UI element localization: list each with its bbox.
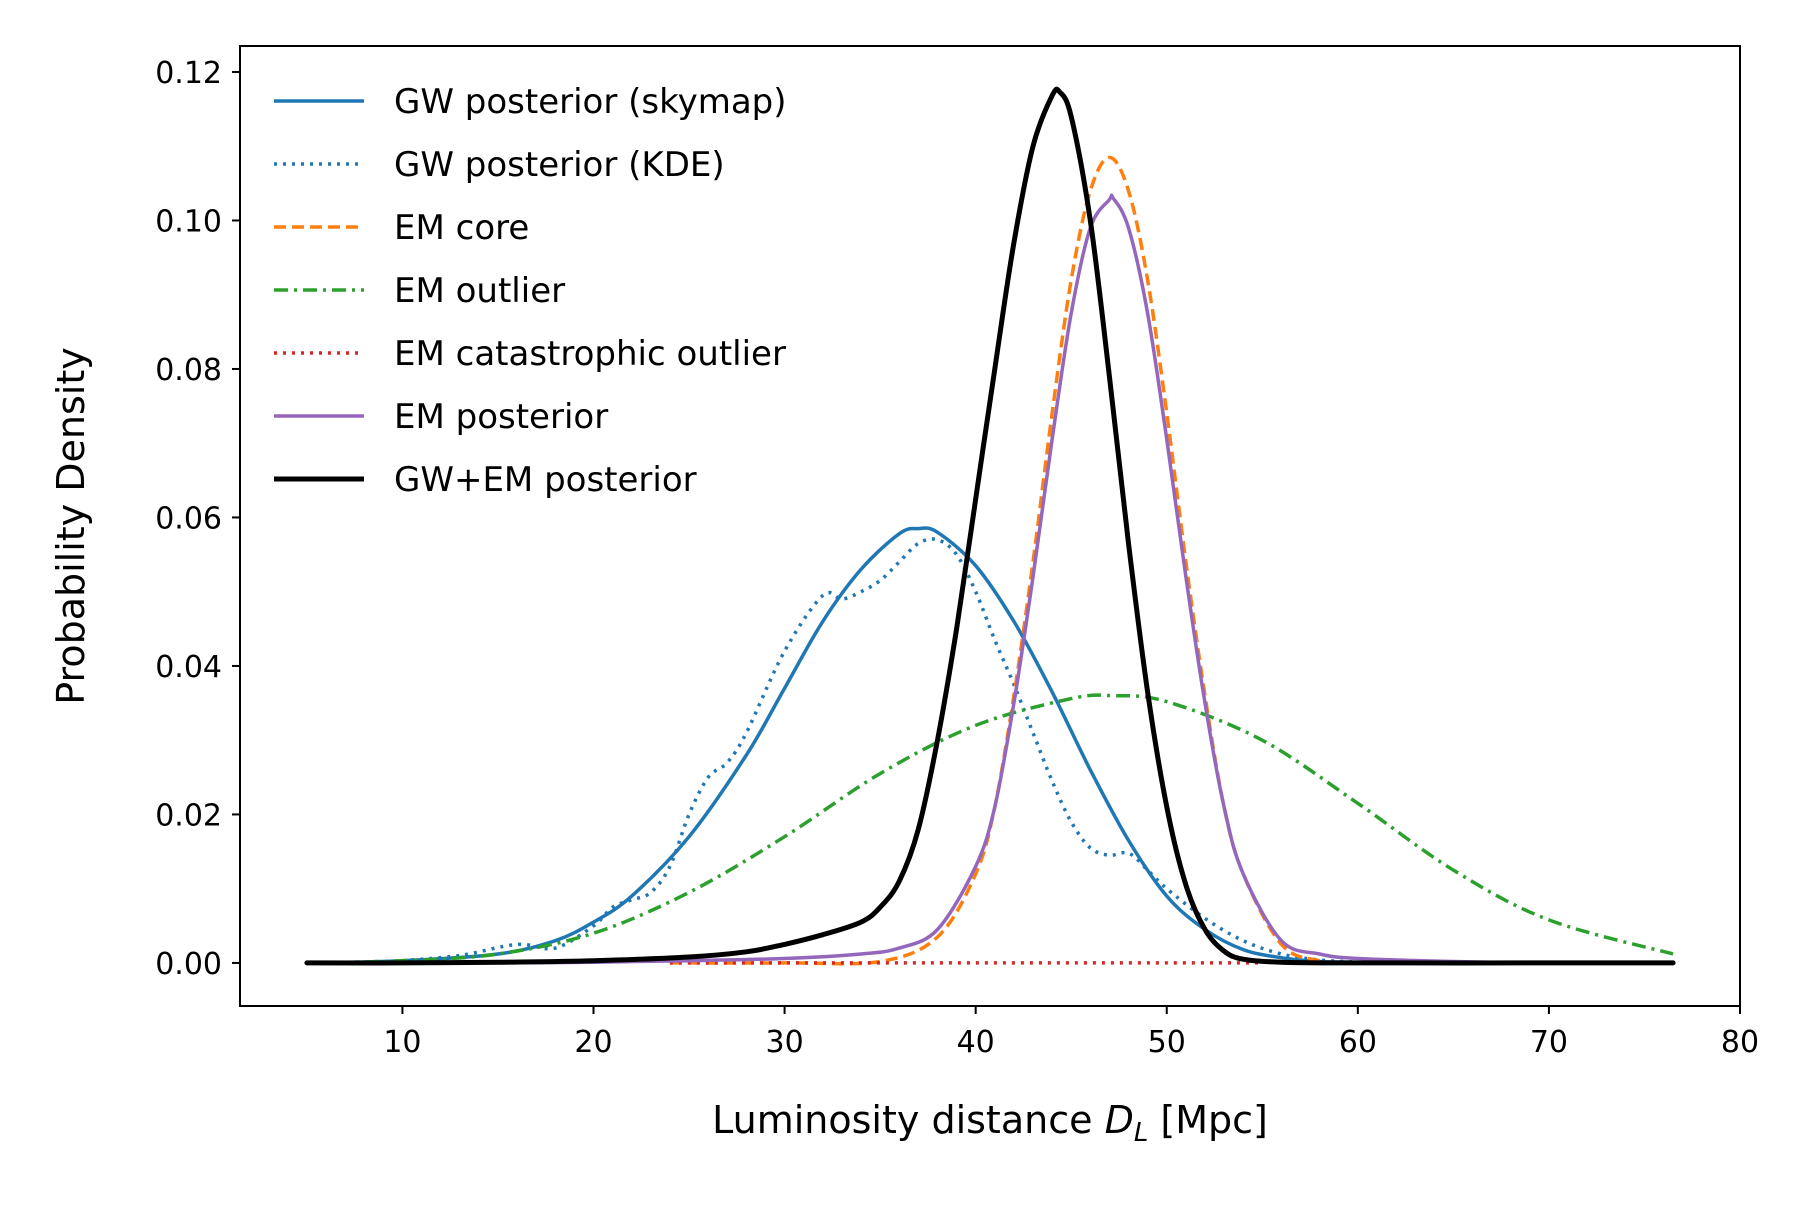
x-tick-label: 60 [1339, 1025, 1377, 1060]
x-tick-label: 70 [1530, 1025, 1568, 1060]
series-line-em-outlier [306, 693, 1674, 965]
legend-label-gw-posterior-kde: GW posterior (KDE) [394, 145, 725, 185]
legend-label-em-catastrophic-outlier: EM catastrophic outlier [394, 334, 786, 374]
legend-label-gw-em-posterior: GW+EM posterior [394, 460, 697, 500]
x-tick-label: 10 [383, 1025, 421, 1060]
y-axis: 0.00 0.02 0.04 0.06 0.08 0.10 0.12 [155, 56, 240, 982]
x-tick-label: 40 [957, 1025, 995, 1060]
x-axis: 10 20 30 40 50 60 70 80 [383, 1006, 1759, 1060]
x-tick-label: 30 [765, 1025, 803, 1060]
plot-area [304, 86, 1676, 966]
y-tick-label: 0.00 [155, 947, 222, 982]
x-tick-label: 20 [574, 1025, 612, 1060]
y-tick-label: 0.02 [155, 798, 222, 833]
legend-label-gw-posterior-skymap: GW posterior (skymap) [394, 82, 787, 122]
legend-label-em-posterior: EM posterior [394, 397, 608, 437]
y-tick-label: 0.06 [155, 501, 222, 536]
series-line-gw-posterior-kde [402, 537, 1358, 964]
x-axis-label-symbol: D [1105, 1098, 1134, 1142]
y-tick-label: 0.12 [155, 56, 222, 91]
legend-label-em-outlier: EM outlier [394, 271, 565, 311]
legend-label-em-core: EM core [394, 208, 529, 248]
x-tick-label: 50 [1148, 1025, 1186, 1060]
legend: GW posterior (skymap) GW posterior (KDE) E… [274, 82, 787, 500]
x-axis-label-text: Luminosity distance [712, 1098, 1092, 1142]
x-axis-label-subscript: L [1134, 1118, 1149, 1148]
plot-frame [239, 45, 1741, 1007]
x-axis-label-unit: [Mpc] [1160, 1098, 1267, 1142]
y-axis-label: Probability Density [49, 347, 93, 704]
x-tick-label: 80 [1721, 1025, 1759, 1060]
y-tick-label: 0.04 [155, 650, 222, 685]
series-line-gw-em-posterior [304, 86, 1676, 966]
x-axis-label: Luminosity distance DL [Mpc] [712, 1098, 1268, 1148]
series-line-gw-posterior-skymap [305, 526, 1675, 965]
series-line-em-core [669, 155, 1358, 966]
y-tick-label: 0.08 [155, 353, 222, 388]
y-tick-label: 0.10 [155, 204, 222, 239]
